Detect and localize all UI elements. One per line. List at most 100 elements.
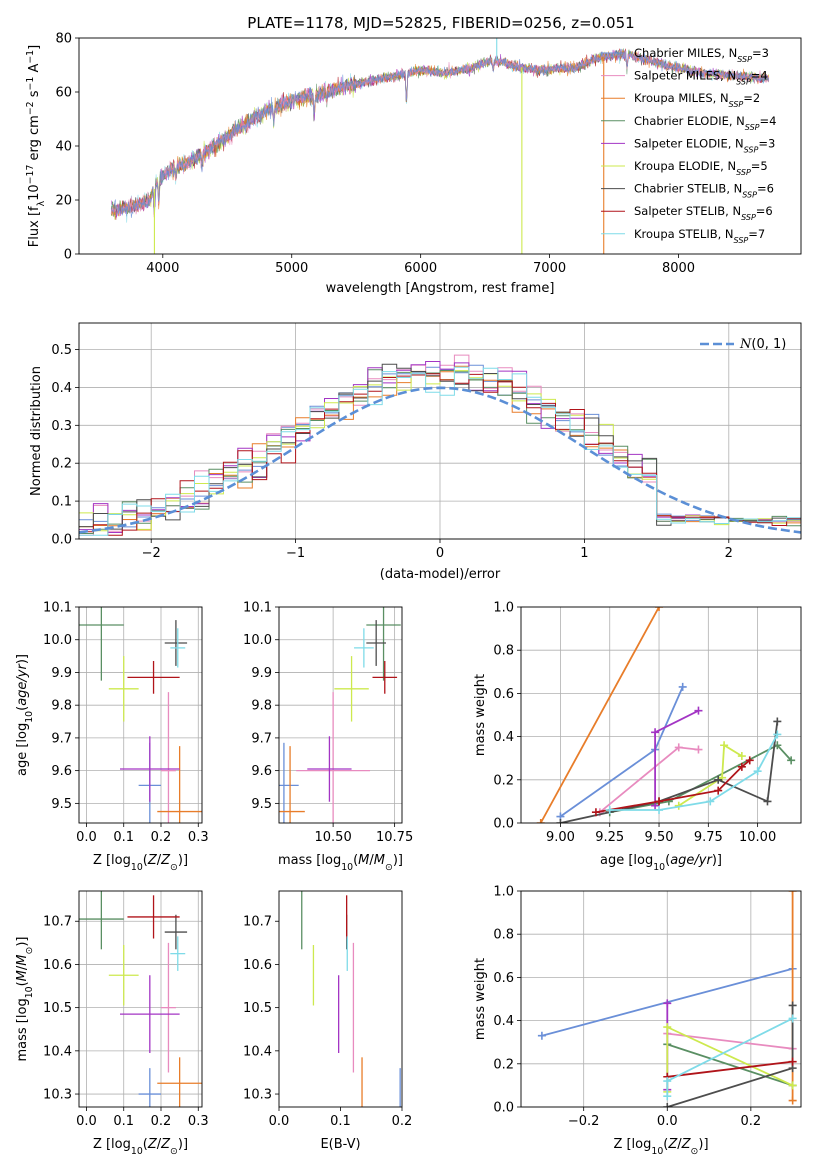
label-part: erg cm — [27, 115, 42, 164]
y-tick-label: 0.3 — [51, 419, 72, 434]
x-tick-label: 9.50 — [645, 830, 674, 845]
label-part: −1 — [25, 77, 36, 91]
x-tick-label: 7000 — [533, 261, 566, 276]
massweight_vs_age-marker-9 — [605, 806, 614, 815]
label-part: age [log — [15, 723, 30, 776]
spectrum-frame — [78, 37, 802, 255]
x-tick-label: 0.2 — [151, 1114, 172, 1129]
spectrum-series-group — [110, 38, 770, 254]
label-part: 10 — [341, 862, 353, 873]
legend-text: Salpeter MILES, N — [634, 69, 736, 83]
massweight_vs_age-line-9 — [609, 733, 779, 811]
massweight_vs_age-axes: 9.00 9.25 9.50 9.75 10.00 0.0 0.2 0.4 0.6 0.8 1.0 — [493, 601, 801, 845]
legend-tail: =5 — [751, 159, 768, 173]
x-tick-label: 8000 — [662, 261, 695, 276]
massweight_vs_Z-marker-3 — [788, 891, 797, 895]
legend-text: Chabrier MILES, N — [634, 46, 737, 60]
x-tick-label: 1 — [580, 546, 588, 561]
legend-tail: =4 — [751, 69, 768, 83]
massweight_vs_Z-line-4 — [667, 1043, 793, 1087]
x-tick-label: 0.1 — [113, 830, 134, 845]
legend-subscript: SSP — [744, 145, 759, 154]
x-tick-label: 0.2 — [392, 1114, 413, 1129]
label-part: )] — [712, 853, 722, 868]
label-part: ] — [27, 45, 42, 50]
legend-entry-5: Salpeter ELODIE, NSSP=3 — [634, 136, 775, 154]
x-tick-label: 0.2 — [741, 1114, 762, 1129]
mass-vs-EBV-xlabel: E(B-V) — [320, 1137, 360, 1152]
legend-tail: =2 — [743, 91, 760, 105]
label-part: / — [369, 853, 374, 868]
legend-entry-3: Kroupa MILES, NSSP=2 — [634, 91, 760, 109]
y-tick-label: 10.3 — [43, 1088, 72, 1103]
massweight-Z-ylabel: mass weight — [473, 958, 488, 1040]
massweight_vs_Z-marker-7 — [663, 1103, 672, 1107]
legend-subscript: SSP — [736, 168, 751, 177]
label-part: Z — [681, 1137, 692, 1152]
label-part: ( — [143, 853, 148, 868]
massweight_vs_Z-marker-8 — [788, 1057, 797, 1066]
legend-subscript: SSP — [742, 190, 757, 199]
massweight_vs_age-marker-8 — [737, 762, 746, 771]
x-tick-label: −2 — [142, 546, 161, 561]
legend-subscript: SSP — [729, 100, 744, 109]
massweight-Z-xlabel: Z [log10(Z/Z⊙)] — [613, 1137, 708, 1157]
legend-tail: =4 — [760, 114, 777, 128]
massweight_vs_age-series — [536, 607, 796, 823]
y-tick-label: 0.0 — [51, 533, 72, 548]
massweight_vs_age-marker-7 — [714, 775, 723, 784]
label-part: mass [log — [15, 998, 30, 1061]
label-part: Z — [147, 1137, 158, 1152]
massweight_vs_age-line-3 — [539, 607, 660, 823]
massweight_vs_age-marker-6 — [720, 741, 729, 750]
legend-tail: =7 — [748, 227, 765, 241]
legend-subscript: SSP — [736, 77, 751, 86]
legend-tail: =6 — [756, 204, 773, 218]
label-part: Flux [f — [27, 206, 42, 247]
massweight_vs_age-marker-5 — [694, 706, 703, 715]
figure-title: PLATE=1178, MJD=52825, FIBERID=0256, z=0… — [247, 14, 634, 32]
massweight_vs_Z-marker-9 — [663, 1077, 672, 1086]
massweight_vs_age-marker-9 — [706, 797, 715, 806]
massweight_vs_Z-marker-6 — [788, 1081, 797, 1090]
normal-reference-curve — [79, 386, 801, 534]
legend-subscript: SSP — [734, 235, 749, 244]
label-part: ⊙ — [691, 1146, 699, 1157]
y-tick-label: 10.7 — [43, 915, 72, 930]
x-tick-label: 10.00 — [739, 830, 776, 845]
legend-text: Chabrier ELODIE, N — [634, 114, 745, 128]
y-tick-label: 10.6 — [243, 958, 272, 973]
y-tick-label: 9.5 — [51, 797, 72, 812]
label-part: −2 — [25, 101, 36, 115]
label-part: s — [27, 90, 42, 101]
x-tick-label: −1 — [286, 546, 305, 561]
y-tick-label: 0.4 — [493, 730, 514, 745]
age_vs_mass-points — [279, 607, 401, 823]
y-tick-label: 0 — [64, 248, 72, 263]
legend-text: Kroupa ELODIE, N — [634, 159, 736, 173]
plots-layer: 4000 5000 6000 7000 8000020406080wavelength … — [15, 32, 802, 1157]
age_vs_Z-axes: 0.0 0.1 0.2 0.3 9.5 9.6 9.7 9.8 9.9 10.0 10.1 — [43, 601, 209, 846]
label-part: Z [log — [613, 1137, 651, 1152]
y-tick-label: 0.2 — [493, 773, 514, 788]
legend-text: Kroupa STELIB, N — [634, 227, 734, 241]
spectrum-axes: 4000 5000 6000 7000 8000 0 20 40 60 80 — [55, 32, 770, 276]
massweight_vs_age-marker-1 — [678, 682, 687, 691]
label-part: Z — [160, 853, 171, 868]
massweight_vs_age-marker-8 — [591, 808, 600, 817]
label-part: M — [15, 955, 30, 966]
massweight_vs_age-marker-7 — [773, 717, 782, 726]
spectrum-ylabel: Flux [fλ10−17 erg cm−2 s−1 A−1] — [25, 45, 47, 247]
legend-entry-6: Kroupa ELODIE, NSSP=5 — [634, 159, 768, 177]
y-tick-label: 10.3 — [243, 1088, 272, 1103]
y-tick-label: 1.0 — [493, 601, 514, 616]
mass_vs_EBV-axes: 0.0 0.1 0.2 10.3 10.4 10.5 10.6 10.7 — [243, 891, 413, 1129]
massweight_vs_age-frame — [520, 606, 802, 824]
label-part: λ — [36, 200, 47, 206]
massweight_vs_age-marker-6 — [737, 752, 746, 761]
massweight_vs_Z-marker-9 — [663, 1092, 672, 1101]
x-tick-label: 0.0 — [76, 1114, 97, 1129]
legend-subscript: SSP — [737, 55, 752, 64]
massweight_vs_age-line-6 — [678, 743, 743, 807]
